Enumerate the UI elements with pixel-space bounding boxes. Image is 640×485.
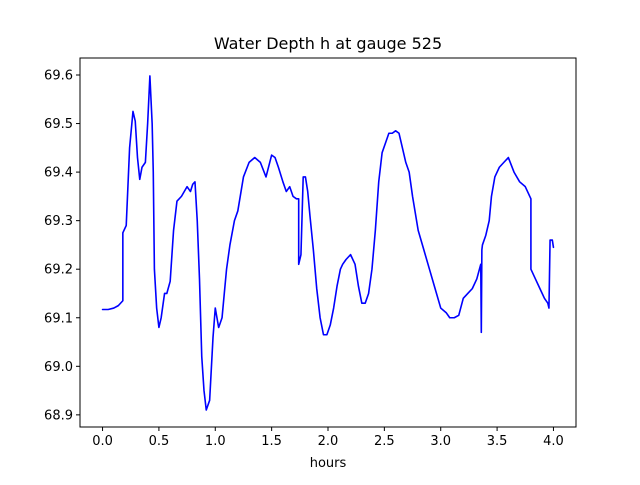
y-tick-label: 69.6 [44, 68, 73, 83]
x-tick-label: 0.5 [149, 434, 170, 449]
y-tick-label: 68.9 [44, 408, 73, 423]
x-axis-label: hours [310, 456, 347, 471]
series-line [101, 75, 555, 411]
y-tick-label: 69.3 [44, 214, 73, 229]
x-tick-label: 3.0 [430, 434, 451, 449]
x-tick-label: 2.0 [318, 434, 339, 449]
chart-title: Water Depth h at gauge 525 [214, 34, 442, 53]
series-layer [101, 75, 555, 411]
y-tick-label: 69.5 [44, 117, 73, 132]
x-tick-label: 1.0 [205, 434, 226, 449]
tick-layer: 0.0 0.5 1.0 1.5 2.0 2.5 3.0 3.5 4.0 68.9 69.0 69.1 6… [44, 68, 564, 449]
x-tick-label: 1.5 [261, 434, 282, 449]
x-tick-label: 4.0 [543, 434, 564, 449]
y-tick-label: 69.1 [44, 311, 73, 326]
y-tick-label: 69.0 [44, 360, 73, 375]
x-tick-label: 2.5 [374, 434, 395, 449]
plot-frame [79, 57, 577, 428]
x-tick-label: 0.0 [92, 434, 113, 449]
plot-area [80, 58, 576, 427]
y-tick-label: 69.4 [44, 166, 73, 181]
y-tick-label: 69.2 [44, 263, 73, 278]
x-tick-label: 3.5 [487, 434, 508, 449]
